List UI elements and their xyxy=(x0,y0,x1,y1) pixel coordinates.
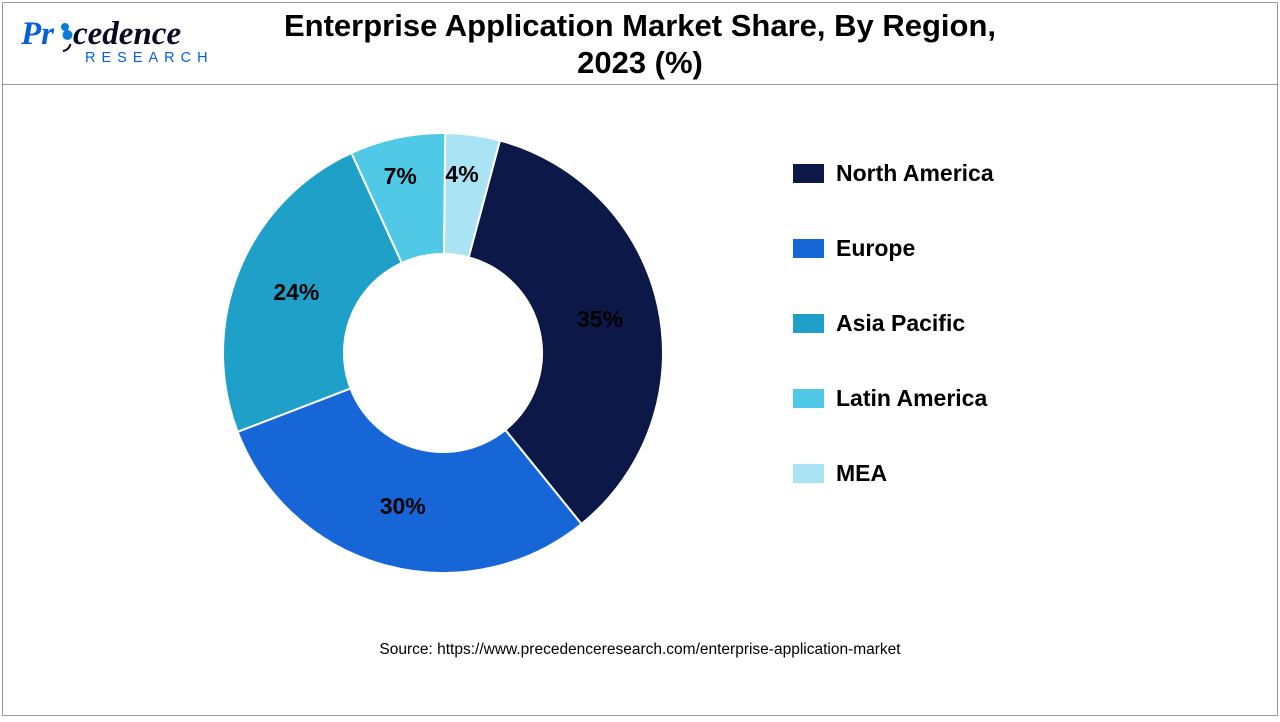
legend-label: Latin America xyxy=(836,385,987,412)
legend-label: Asia Pacific xyxy=(836,310,965,337)
svg-text:Pr: Pr xyxy=(21,16,55,52)
brand-logo: Pr cedence RESEARCH xyxy=(21,14,256,74)
precedence-logo-icon: Pr cedence RESEARCH xyxy=(21,14,256,69)
slice-label: 35% xyxy=(577,306,623,333)
slice-label: 24% xyxy=(273,279,319,306)
legend-swatch xyxy=(793,239,824,258)
legend-item: MEA xyxy=(793,460,1153,487)
chart-area: 35% 30% 24% 7% 4% North America Europe Asia Pa… xyxy=(3,85,1277,675)
header-band: Pr cedence RESEARCH Enterprise Applicati… xyxy=(3,3,1277,85)
svg-text:cedence: cedence xyxy=(73,16,181,52)
legend-label: Europe xyxy=(836,235,915,262)
legend-item: Asia Pacific xyxy=(793,310,1153,337)
legend-swatch xyxy=(793,389,824,408)
legend-item: Latin America xyxy=(793,385,1153,412)
svg-text:RESEARCH: RESEARCH xyxy=(85,50,214,66)
legend-swatch xyxy=(793,464,824,483)
slice-label: 30% xyxy=(380,493,426,520)
chart-frame: Pr cedence RESEARCH Enterprise Applicati… xyxy=(2,2,1278,716)
legend-swatch xyxy=(793,164,824,183)
legend-label: MEA xyxy=(836,460,887,487)
slice-label: 7% xyxy=(384,163,417,190)
source-text: Source: https://www.precedenceresearch.c… xyxy=(3,641,1277,659)
legend-swatch xyxy=(793,314,824,333)
legend-item: North America xyxy=(793,160,1153,187)
legend-item: Europe xyxy=(793,235,1153,262)
donut-chart: 35% 30% 24% 7% 4% xyxy=(203,113,683,593)
legend-label: North America xyxy=(836,160,994,187)
slice-label: 4% xyxy=(445,161,478,188)
legend: North America Europe Asia Pacific Latin Ame… xyxy=(793,160,1153,535)
